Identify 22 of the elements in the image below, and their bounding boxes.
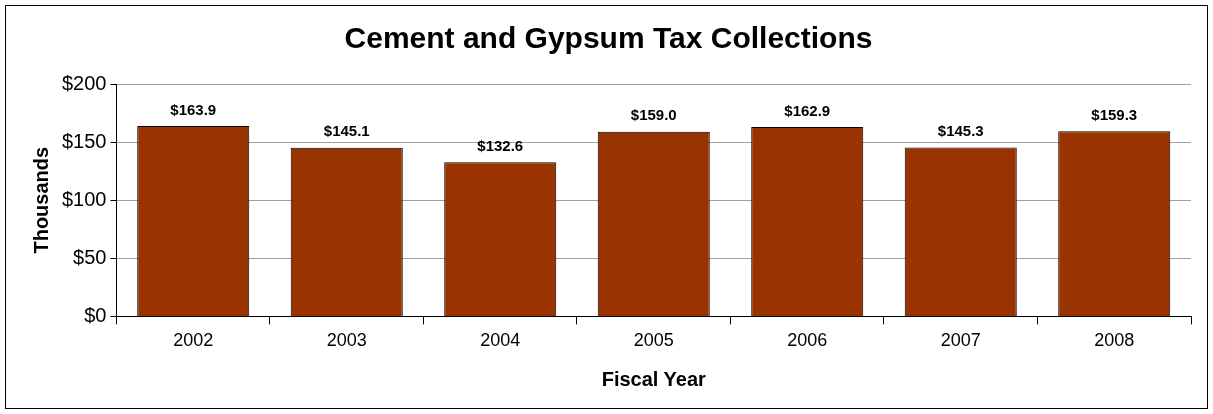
data-label: $132.6 bbox=[477, 136, 524, 154]
x-tick-label: 2006 bbox=[787, 330, 828, 351]
data-label: $145.1 bbox=[323, 122, 370, 140]
x-tick-label: 2008 bbox=[1094, 330, 1135, 351]
data-label: $162.9 bbox=[784, 101, 831, 119]
y-tick-label: $100 bbox=[61, 187, 107, 210]
x-tick-label: 2003 bbox=[326, 330, 367, 351]
chart-title: Cement and Gypsum Tax Collections bbox=[344, 21, 873, 55]
y-tick-label: $200 bbox=[61, 71, 107, 94]
x-tick-label: 2004 bbox=[480, 330, 521, 351]
y-tick-label: $0 bbox=[84, 303, 107, 326]
data-label: $159.3 bbox=[1091, 105, 1138, 123]
data-label: $145.3 bbox=[937, 122, 984, 140]
data-label: $159.0 bbox=[630, 106, 677, 124]
data-label: $163.9 bbox=[170, 100, 217, 118]
y-axis-title: Thousands bbox=[29, 146, 52, 254]
x-tick-label: 2007 bbox=[940, 330, 981, 351]
x-axis-title: Fiscal Year bbox=[601, 367, 707, 390]
x-tick-label: 2005 bbox=[633, 330, 674, 351]
y-tick-label: $150 bbox=[61, 129, 107, 152]
y-tick-label: $50 bbox=[73, 245, 107, 268]
x-tick-label: 2002 bbox=[173, 330, 214, 351]
